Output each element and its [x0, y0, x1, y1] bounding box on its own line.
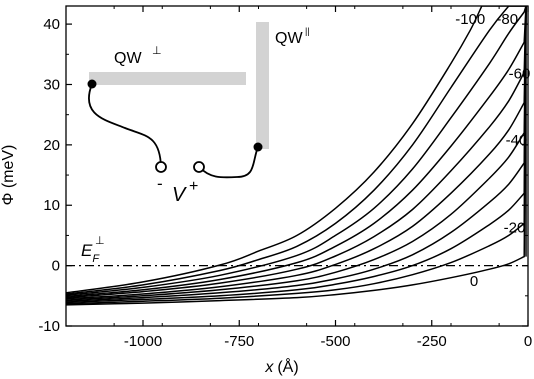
qw-par-bar: [256, 22, 269, 149]
y-tick-label: 0: [52, 258, 60, 275]
curve-label: -100: [455, 11, 485, 28]
qw-perp-label: QW: [114, 50, 142, 67]
y-axis-label: Φ (meV): [0, 145, 17, 206]
qw-par-contact: [253, 142, 263, 152]
plot-frame: [65, 5, 529, 327]
qw-perp-contact: [87, 79, 97, 89]
curve-label: -60: [509, 65, 531, 82]
plus-terminal: [193, 161, 205, 173]
x-tick-label: -750: [224, 333, 254, 350]
potential-curve-40: [66, 6, 527, 301]
qw-perp-bar: [89, 72, 246, 85]
qw-par-label: QW: [275, 30, 303, 47]
potential-curve-70: [66, 6, 527, 298]
potential-curve-0: [66, 6, 527, 306]
y-tick-label: 20: [43, 137, 60, 154]
potential-curve-20: [66, 6, 527, 304]
x-axis-label: x (Å): [264, 357, 298, 376]
qw-perp-sup: ⊥: [152, 45, 162, 57]
plus-label: +: [189, 178, 198, 195]
minus-terminal: [155, 161, 167, 173]
wire-left: [88, 83, 162, 168]
voltage-label: V: [172, 184, 187, 206]
curve-label: -20: [504, 219, 526, 236]
axis-frame: [65, 5, 529, 327]
wire-right: [198, 146, 259, 179]
minus-label: -: [157, 174, 163, 193]
y-tick-label: 10: [43, 197, 60, 214]
potential-curve-30: [66, 6, 527, 302]
y-tick-label: 30: [43, 76, 60, 93]
potential-curve-100: [66, 6, 526, 294]
fermi-label: EF: [81, 241, 100, 265]
fermi-label-sup: ⊥: [95, 235, 105, 247]
qw-par-sup: ||: [305, 26, 310, 36]
potential-curve-80: [66, 6, 527, 296]
y-tick-label: 40: [43, 16, 60, 33]
x-tick-label: -250: [417, 333, 447, 350]
x-axis-label-unit: (Å): [277, 357, 298, 376]
x-tick-label: 0: [524, 333, 532, 350]
potential-curves: [66, 6, 527, 306]
curve-label: -80: [496, 11, 518, 28]
potential-curve-50: [66, 6, 527, 300]
fermi-label-sub: F: [92, 253, 100, 265]
inset-schematic: QW ⊥ QW || - V +: [87, 22, 310, 206]
curve-label: -40: [506, 132, 528, 149]
curve-label: 0: [470, 273, 478, 290]
x-axis-label-var: x: [264, 359, 274, 376]
potential-curve-10: [66, 6, 527, 305]
potential-curve-90: [66, 6, 526, 295]
curve-labels: -100 -80 -60 -40 -20 0: [455, 11, 530, 290]
fermi-label-main: E: [81, 241, 93, 260]
x-tick-label: -500: [320, 333, 350, 350]
y-tick-label: -10: [38, 318, 60, 335]
potential-curve-60: [66, 6, 527, 299]
x-tick-label: -1000: [124, 333, 162, 350]
